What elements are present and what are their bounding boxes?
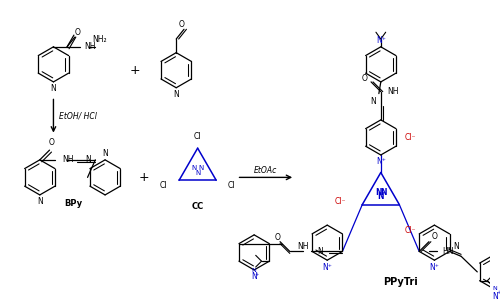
Text: NH: NH (62, 155, 74, 164)
Text: N⁺: N⁺ (322, 262, 332, 272)
Text: Cl⁻: Cl⁻ (404, 133, 416, 142)
Text: +: + (496, 290, 500, 295)
Text: N: N (370, 97, 376, 106)
Text: O: O (75, 28, 80, 37)
Text: PPyTri: PPyTri (383, 277, 418, 287)
Text: N⁺: N⁺ (376, 157, 386, 166)
Text: NH: NH (297, 242, 308, 251)
Text: N: N (37, 197, 43, 206)
Text: Cl: Cl (160, 181, 167, 190)
Text: +: + (254, 272, 258, 277)
Text: HN: HN (442, 247, 454, 256)
Text: Cl⁻: Cl⁻ (404, 226, 416, 236)
Text: EtOAc: EtOAc (254, 166, 278, 175)
Text: N⁺: N⁺ (430, 262, 440, 272)
Text: Cl: Cl (194, 132, 202, 141)
Text: N: N (378, 192, 384, 201)
Text: N⁺: N⁺ (376, 35, 386, 44)
Text: N: N (492, 292, 498, 301)
Text: N: N (454, 242, 459, 251)
Text: N: N (102, 148, 108, 157)
Text: +: + (138, 171, 149, 184)
Text: BPy: BPy (64, 199, 82, 208)
Text: NH: NH (388, 87, 399, 96)
Text: N: N (195, 171, 200, 176)
Text: N: N (317, 247, 323, 256)
Text: O: O (274, 233, 280, 242)
Text: NH: NH (84, 42, 96, 51)
Text: N: N (192, 165, 197, 171)
Text: +: + (130, 64, 140, 77)
Text: N: N (198, 165, 203, 171)
Text: O: O (48, 138, 54, 147)
Text: O: O (432, 232, 438, 241)
Text: N: N (375, 188, 382, 197)
Text: N: N (252, 268, 256, 274)
Text: O: O (362, 74, 367, 83)
Text: N: N (174, 90, 179, 99)
Text: CC: CC (192, 202, 204, 211)
Text: N: N (380, 188, 386, 197)
Text: Cl⁻: Cl⁻ (334, 197, 345, 206)
Text: O: O (179, 20, 185, 29)
Text: N: N (86, 155, 91, 164)
Text: NH₂: NH₂ (92, 34, 106, 43)
Text: N: N (252, 272, 257, 281)
Text: N: N (493, 286, 498, 291)
Text: N: N (50, 84, 56, 93)
Text: Cl: Cl (228, 181, 235, 190)
Text: EtOH/ HCl: EtOH/ HCl (60, 111, 97, 120)
